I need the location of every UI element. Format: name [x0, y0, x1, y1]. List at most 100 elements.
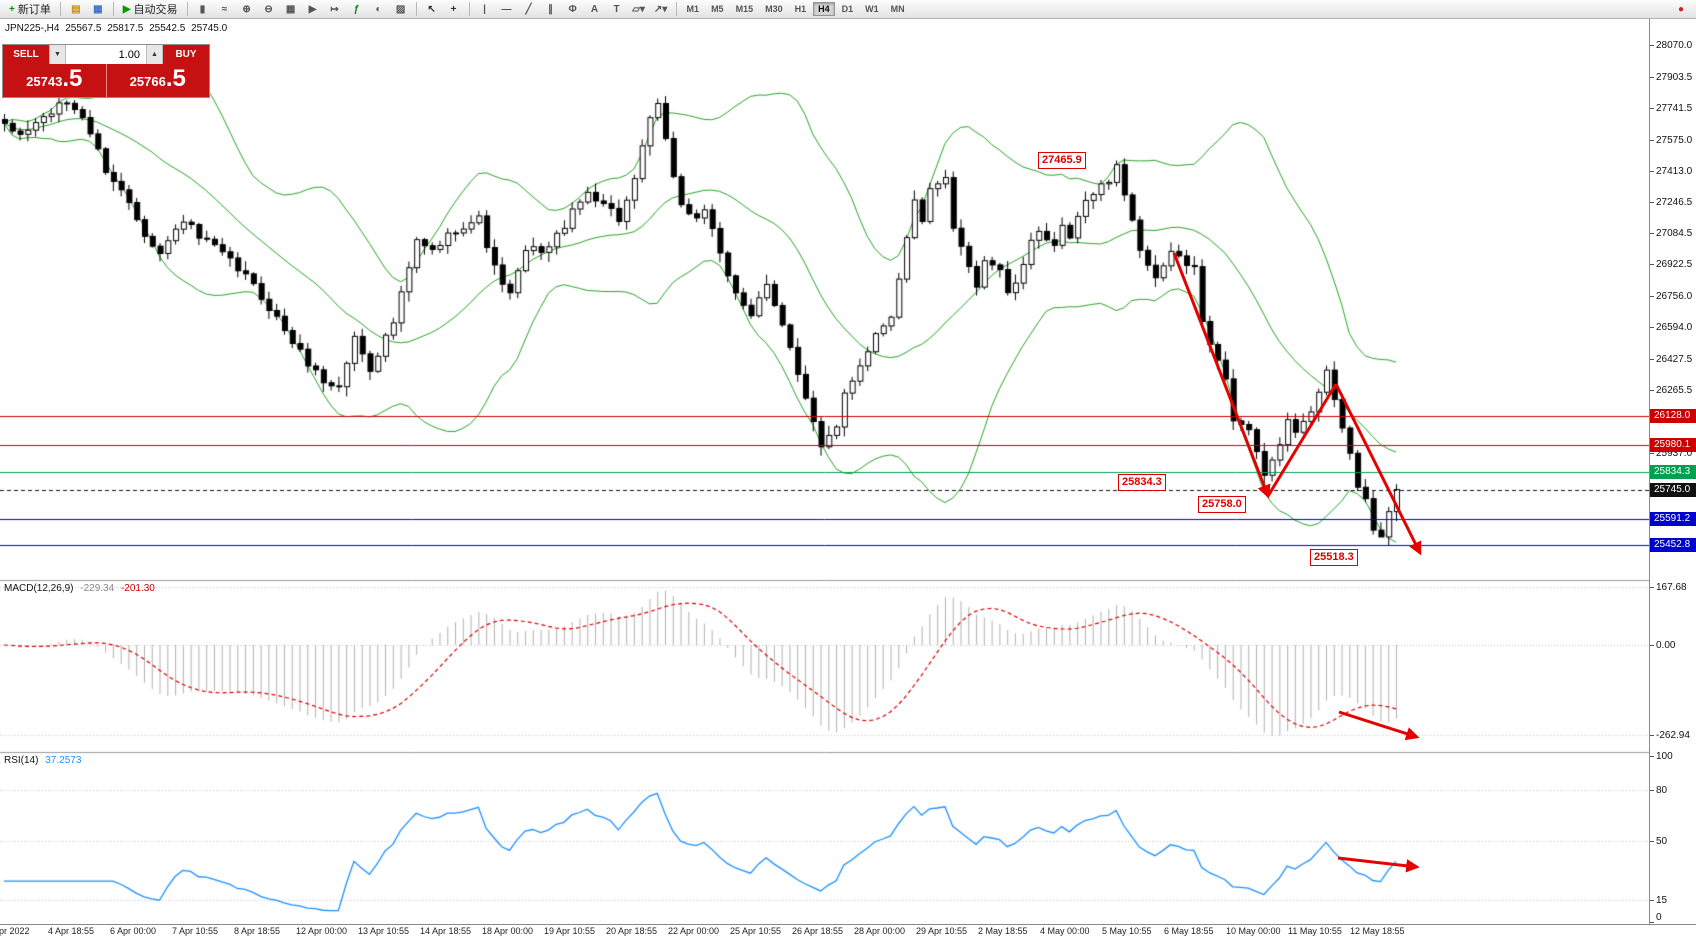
price-tick-label: 27741.5 — [1656, 102, 1693, 114]
rsi-scale-label: 15 — [1656, 894, 1668, 906]
price-scale[interactable]: 28070.0 27903.5 27741.5 27575.0 27413.0 27246… — [1649, 19, 1696, 924]
channel-icon[interactable]: ∥ — [541, 1, 561, 17]
cursor-icon[interactable]: ↖ — [422, 1, 442, 17]
price-tick-label: 27246.5 — [1656, 197, 1693, 209]
scale-tick-mark — [1650, 77, 1654, 78]
new-order-button[interactable]: + 新订单 — [5, 1, 55, 17]
price-tick-label: 28070.0 — [1656, 40, 1693, 51]
buy-button[interactable]: BUY — [163, 45, 209, 64]
time-label: 8 Apr 18:55 — [234, 926, 281, 936]
scale-tick-mark — [1650, 922, 1654, 923]
chart-shift-icon[interactable]: ↦ — [325, 1, 345, 17]
macd-scale-label: 167.68 — [1656, 582, 1687, 593]
time-label: 1 Apr 2022 — [0, 926, 30, 936]
shapes-icon[interactable]: ▱▾ — [629, 1, 649, 17]
line-chart-icon[interactable]: ≈ — [215, 1, 235, 17]
charts-profile-icon-glyph: ▤ — [71, 3, 81, 15]
timeframe-mn-button[interactable]: MN — [890, 4, 905, 14]
autotrade-button[interactable]: ▶ 自动交易 — [119, 1, 182, 17]
time-label: 26 Apr 18:55 — [792, 926, 844, 936]
time-label: 10 May 00:00 — [1226, 926, 1281, 936]
price-tick-label: 26756.0 — [1656, 291, 1693, 303]
horizontal-line-icon-glyph: ― — [501, 3, 512, 15]
fibonacci-icon[interactable]: Φ — [563, 1, 583, 17]
volume-down-button[interactable]: ▼ — [49, 45, 66, 64]
scale-tick-mark — [1650, 45, 1654, 46]
rsi-scale-label: 0 — [1656, 912, 1662, 923]
macd-scale-label: -262.94 — [1656, 730, 1690, 741]
time-label: 20 Apr 18:55 — [606, 926, 658, 936]
timeframe-m15-button[interactable]: M15 — [735, 4, 754, 14]
timeframe-h4-button[interactable]: H4 — [813, 2, 835, 16]
time-axis[interactable]: 1 Apr 2022 4 Apr 18:55 6 Apr 00:00 7 Apr 10… — [0, 924, 1696, 936]
time-label: 12 May 18:55 — [1350, 926, 1405, 936]
time-label: 2 May 18:55 — [978, 926, 1028, 936]
label-icon[interactable]: T — [607, 1, 627, 17]
price-level-label: 25745.0 — [1650, 482, 1696, 497]
zoom-out-icon-glyph: ⊖ — [264, 3, 273, 15]
text-icon-glyph: A — [590, 3, 599, 15]
volume-up-button[interactable]: ▲ — [146, 45, 163, 64]
news-icon[interactable]: ● — [1671, 1, 1691, 17]
price-tick-label: 25937.0 — [1656, 447, 1693, 459]
indicators-icon-glyph: ƒ — [353, 3, 360, 15]
timeframe-m5-button[interactable]: M5 — [711, 4, 724, 14]
indicators-icon[interactable]: ƒ — [347, 1, 367, 17]
vertical-line-icon-glyph: | — [483, 3, 486, 15]
fibonacci-icon-glyph: Φ — [568, 3, 577, 15]
candlestick-chart-icon[interactable]: ▮ — [193, 1, 213, 17]
price-tick-label: 26922.5 — [1656, 259, 1693, 271]
timeframe-h1-button[interactable]: H1 — [794, 4, 807, 14]
timeframe-m30-button[interactable]: M30 — [765, 4, 783, 14]
line-chart-icon-glyph: ≈ — [221, 3, 228, 15]
data-window-icon[interactable]: ▦ — [88, 1, 108, 17]
tile-windows-icon[interactable]: ▦ — [281, 1, 301, 17]
time-label: 12 Apr 00:00 — [296, 926, 348, 936]
horizontal-line-icon[interactable]: ― — [497, 1, 517, 17]
price-tick-label: 27413.0 — [1656, 165, 1693, 177]
price-tick-label: 26427.5 — [1656, 354, 1693, 366]
sell-price-button[interactable]: 25743.5 — [3, 64, 106, 97]
price-chart-canvas[interactable] — [0, 19, 1649, 924]
chart-annotation[interactable]: 27465.9 — [1038, 152, 1086, 169]
macd-histogram-value: -229.34 — [80, 583, 115, 594]
chart-annotation[interactable]: 25834.3 — [1118, 474, 1166, 491]
scale-tick-mark — [1650, 645, 1654, 646]
timeframe-d1-button[interactable]: D1 — [841, 4, 854, 14]
toolbar-separator — [675, 2, 677, 16]
zoom-out-icon[interactable]: ⊖ — [259, 1, 279, 17]
timeframe-w1-button[interactable]: W1 — [865, 4, 879, 14]
chart-annotation[interactable]: 25758.0 — [1198, 496, 1246, 513]
chart-annotation[interactable]: 25518.3 — [1310, 549, 1358, 566]
text-icon[interactable]: A — [585, 1, 605, 17]
macd-scale-label: 0.00 — [1656, 640, 1676, 651]
vertical-line-icon[interactable]: | — [475, 1, 495, 17]
periods-icon[interactable]: ◐ — [369, 1, 389, 17]
arrows-icon[interactable]: ↗▾ — [651, 1, 671, 17]
price-level-label: 25591.2 — [1650, 511, 1696, 526]
scale-tick-mark — [1650, 756, 1654, 757]
zoom-in-icon-glyph: ⊕ — [242, 3, 251, 15]
timeframe-m1-button[interactable]: M1 — [686, 4, 700, 14]
auto-scroll-icon[interactable]: ▶ — [303, 1, 323, 17]
sell-button[interactable]: SELL — [3, 45, 49, 64]
buy-price-button[interactable]: 25766.5 — [105, 64, 209, 97]
channel-icon-glyph: ∥ — [548, 3, 554, 15]
trendline-icon[interactable]: ╱ — [519, 1, 539, 17]
toolbar-separator — [112, 2, 114, 16]
rsi-value: 37.2573 — [45, 755, 82, 766]
toolbar-separator — [468, 2, 470, 16]
charts-profile-icon[interactable]: ▤ — [66, 1, 86, 17]
price-tick-label: 26594.0 — [1656, 322, 1693, 334]
price-level-label: 25834.3 — [1650, 465, 1696, 480]
volume-input[interactable]: 1.00 — [66, 45, 146, 64]
rsi-scale-label: 80 — [1656, 784, 1668, 796]
price-level-label: 25452.8 — [1650, 538, 1696, 553]
scale-tick-mark — [1650, 202, 1654, 203]
new-order-button-label: 新订单 — [17, 4, 51, 16]
scale-tick-mark — [1650, 790, 1654, 791]
zoom-in-icon[interactable]: ⊕ — [237, 1, 257, 17]
crosshair-icon[interactable]: + — [444, 1, 464, 17]
templates-icon[interactable]: ▨ — [391, 1, 411, 17]
price-tick-label: 27575.0 — [1656, 134, 1693, 146]
